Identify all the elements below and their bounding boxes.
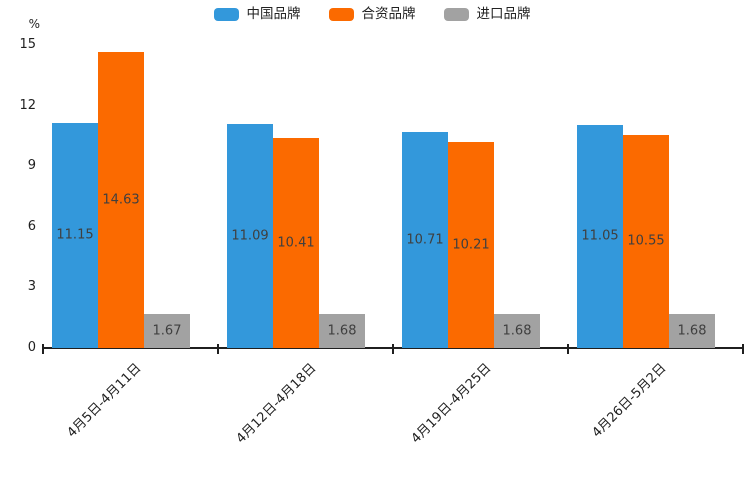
bar-value-label: 10.21 <box>452 237 490 253</box>
bar-import-brand-2: 1.68 <box>494 314 540 348</box>
y-tick-label-15: 15 <box>19 37 36 52</box>
x-axis-tick <box>742 344 744 354</box>
bar-import-brand-0: 1.67 <box>144 314 190 348</box>
bar-china-brand-1: 11.09 <box>227 123 273 348</box>
legend-swatch-joint-venture-brand <box>328 8 354 22</box>
legend-item-china-brand[interactable]: 中国品牌 <box>213 6 301 22</box>
legend: 中国品牌 合资品牌 进口品牌 <box>0 6 744 22</box>
bar-joint-venture-brand-0: 14.63 <box>98 52 144 348</box>
y-tick-label-6: 6 <box>27 218 36 234</box>
bar-joint-venture-brand-1: 10.41 <box>273 137 319 348</box>
bar-china-brand-2: 10.71 <box>402 131 448 348</box>
x-category-label-2: 4月19日-4月25日 <box>408 360 494 447</box>
x-category-label-0: 4月5日-4月11日 <box>63 360 144 441</box>
bar-value-label: 1.68 <box>677 323 707 339</box>
bar-value-label: 10.55 <box>627 233 665 249</box>
legend-item-import-brand[interactable]: 进口品牌 <box>443 6 531 22</box>
bar-value-label: 1.67 <box>152 323 182 339</box>
legend-swatch-china-brand <box>213 8 239 22</box>
bar-value-label: 11.15 <box>56 227 94 243</box>
y-tick-label-0: 0 <box>27 340 36 355</box>
x-category-label-3: 4月26日-5月2日 <box>588 360 669 441</box>
bar-value-label: 11.05 <box>581 228 619 244</box>
y-axis-unit-label: % <box>28 17 40 31</box>
bar-china-brand-3: 11.05 <box>577 124 623 348</box>
bar-import-brand-3: 1.68 <box>669 314 715 348</box>
legend-label-import-brand: 进口品牌 <box>476 6 531 22</box>
bar-joint-venture-brand-3: 10.55 <box>623 134 669 348</box>
bar-value-label: 1.68 <box>502 323 532 339</box>
bar-china-brand-0: 11.15 <box>52 122 98 348</box>
y-tick-label-3: 3 <box>27 279 36 295</box>
legend-label-china-brand: 中国品牌 <box>246 6 301 22</box>
y-tick-label-9: 9 <box>27 158 36 174</box>
bar-value-label: 1.68 <box>327 323 357 339</box>
x-category-label-1: 4月12日-4月18日 <box>233 360 319 447</box>
legend-swatch-import-brand <box>443 8 469 22</box>
x-axis-tick <box>392 344 394 354</box>
bar-value-label: 10.71 <box>406 232 444 248</box>
bar-value-label: 10.41 <box>277 235 315 251</box>
x-axis-tick <box>217 344 219 354</box>
legend-label-joint-venture-brand: 合资品牌 <box>361 6 416 22</box>
x-axis-tick <box>42 344 44 354</box>
bar-value-label: 14.63 <box>102 192 140 208</box>
x-axis-tick <box>567 344 569 354</box>
bar-import-brand-1: 1.68 <box>319 314 365 348</box>
bar-joint-venture-brand-2: 10.21 <box>448 141 494 348</box>
y-tick-label-12: 12 <box>19 97 36 113</box>
bar-value-label: 11.09 <box>231 228 269 244</box>
legend-item-joint-venture-brand[interactable]: 合资品牌 <box>328 6 416 22</box>
